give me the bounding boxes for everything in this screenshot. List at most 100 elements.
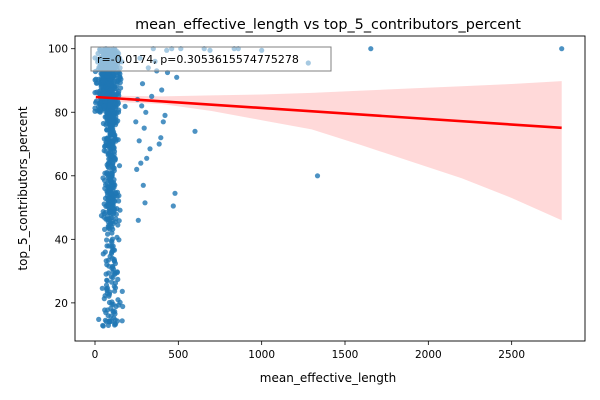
scatter-point: [112, 285, 119, 291]
scatter-point: [116, 302, 122, 308]
scatter-point: [112, 321, 119, 327]
scatter-point: [110, 114, 116, 120]
scatter-point: [103, 282, 110, 288]
scatter-point: [103, 209, 109, 215]
scatter-point: [107, 153, 113, 159]
scatter-point: [115, 118, 121, 124]
scatter-point: [368, 46, 374, 52]
scatter-point: [102, 307, 108, 313]
confidence-band: [95, 81, 562, 221]
scatter-point: [136, 138, 142, 144]
scatter-point: [108, 209, 114, 215]
scatter-point: [111, 79, 117, 85]
scatter-point: [111, 148, 118, 155]
scatter-point: [110, 220, 116, 227]
scatter-point: [111, 198, 117, 204]
scatter-point: [99, 70, 105, 77]
plot-area: [92, 46, 565, 329]
y-tick-label: 60: [55, 171, 68, 183]
scatter-point: [112, 156, 118, 162]
scatter-point: [109, 239, 115, 245]
scatter-point: [112, 85, 118, 92]
scatter-point: [138, 160, 144, 166]
scatter-point: [139, 103, 145, 109]
plot-frame: [74, 35, 586, 342]
scatter-point: [104, 278, 110, 284]
scatter-point: [103, 271, 109, 277]
x-tick-label: 0: [92, 349, 99, 361]
scatter-point: [109, 301, 115, 307]
scatter-point: [140, 182, 146, 188]
scatter-point: [107, 123, 114, 129]
x-tick-label: 500: [168, 349, 188, 361]
scatter-point: [109, 230, 115, 236]
scatter-point: [103, 319, 109, 325]
x-tick-label: 1500: [332, 349, 359, 361]
scatter-point: [122, 103, 128, 109]
scatter-point: [104, 181, 110, 187]
stats-annotation: r=-0.0174, p=0.3053615574775278: [90, 46, 332, 72]
scatter-point: [114, 234, 120, 240]
scatter-point: [192, 128, 198, 134]
scatter-point: [105, 109, 111, 115]
scatter-point: [108, 178, 114, 184]
scatter-point: [110, 144, 116, 150]
scatter-point: [106, 293, 112, 299]
scatter-point: [103, 258, 109, 264]
scatter-point: [118, 85, 124, 91]
scatter-point: [142, 200, 148, 206]
x-axis: 0 500 1000 1500 2000 2500: [92, 341, 525, 361]
scatter-point: [110, 263, 116, 269]
scatter-point: [115, 297, 121, 303]
scatter-point: [105, 135, 111, 141]
scatter-point: [100, 323, 106, 329]
scatter-point: [113, 105, 119, 111]
scatter-point: [111, 206, 118, 212]
scatter-point: [133, 119, 139, 125]
scatter-point: [103, 122, 109, 128]
scatter-point: [113, 190, 119, 196]
scatter-point: [559, 46, 565, 52]
scatter-point: [103, 140, 110, 146]
scatter-point: [115, 222, 121, 228]
scatter-point: [102, 226, 108, 232]
scatter-point: [106, 222, 112, 228]
scatter-point: [111, 256, 117, 262]
scatter-point: [120, 303, 126, 310]
scatter-point: [107, 130, 113, 137]
x-axis-label: mean_effective_length: [260, 371, 396, 385]
y-tick-label: 20: [55, 298, 68, 310]
scatter-point: [105, 216, 112, 222]
scatter-point: [162, 112, 168, 118]
scatter-point: [116, 198, 122, 204]
scatter-point: [134, 166, 140, 172]
scatter-point: [96, 106, 103, 112]
scatter-point: [159, 87, 165, 93]
annotation-box: [90, 46, 332, 72]
scatter-point: [158, 135, 164, 141]
scatter-point: [108, 274, 114, 280]
x-tick-label: 2500: [498, 349, 525, 361]
y-axis: 20 40 60 80 100: [48, 44, 75, 310]
scatter-point: [106, 80, 112, 87]
scatter-point: [107, 102, 113, 108]
scatter-point: [172, 190, 178, 196]
scatter-point: [106, 144, 112, 151]
scatter-point: [101, 103, 107, 109]
chart-title: mean_effective_length vs top_5_contribut…: [135, 17, 521, 33]
scatter-point: [100, 78, 107, 84]
y-tick-label: 80: [55, 107, 68, 119]
scatter-point: [107, 253, 113, 259]
annotation-text: r=-0.0174, p=0.3053615574775278: [97, 53, 299, 66]
scatter-point: [143, 109, 149, 115]
scatter-point: [104, 127, 110, 133]
x-tick-label: 2000: [415, 349, 442, 361]
scatter-point: [105, 231, 111, 237]
regression-line: [95, 95, 562, 130]
scatter-point: [109, 248, 116, 254]
y-tick-label: 40: [55, 234, 68, 246]
scatter-point: [109, 279, 115, 285]
y-axis-label: top_5_contributors_percent: [16, 106, 30, 271]
scatter-point: [110, 138, 116, 144]
